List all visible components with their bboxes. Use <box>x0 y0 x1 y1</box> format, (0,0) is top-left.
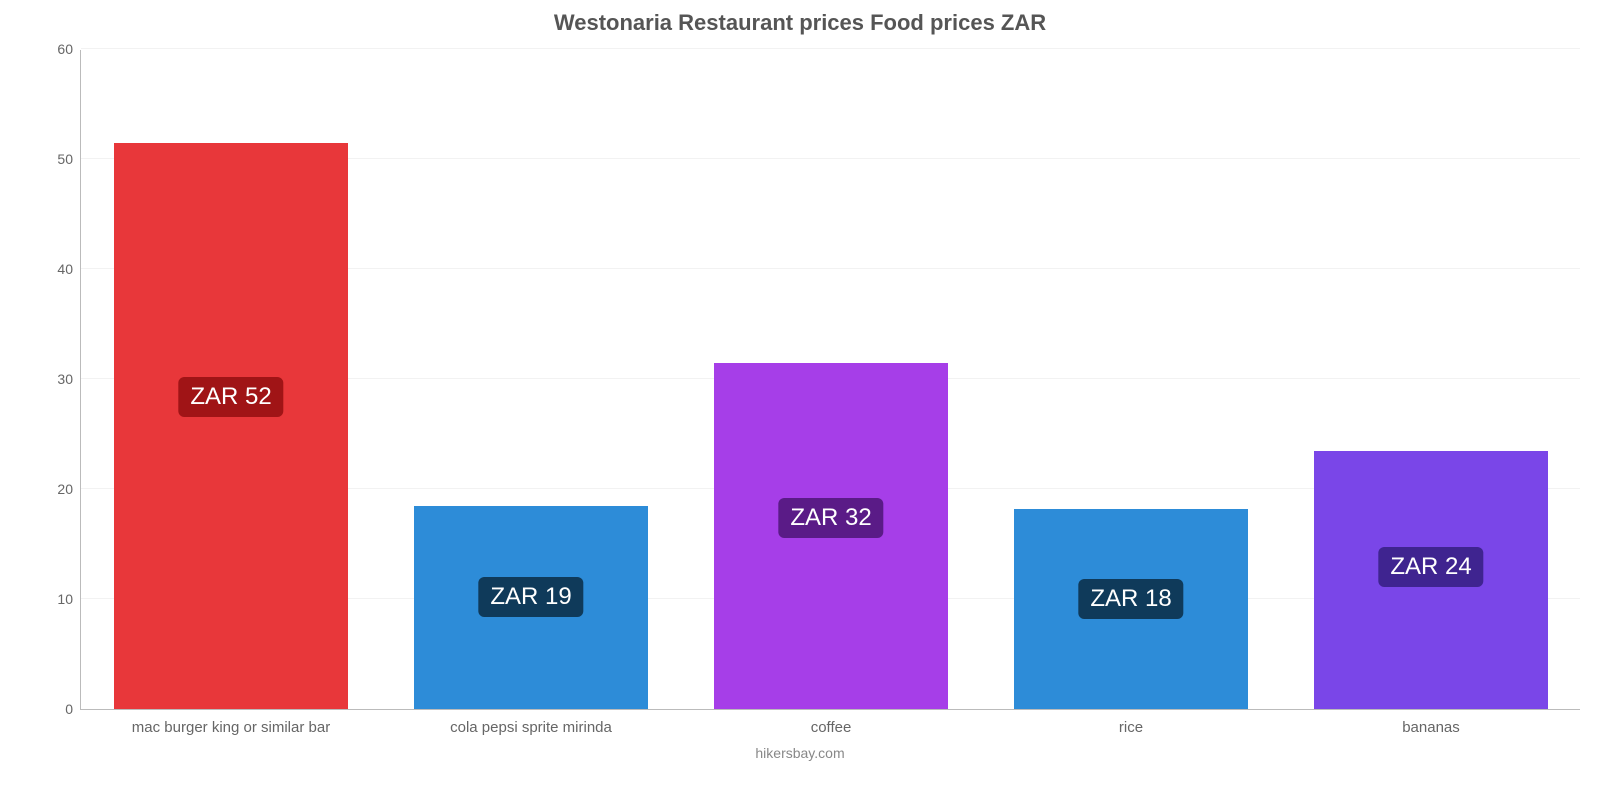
attribution-text: hikersbay.com <box>755 745 844 761</box>
plot-area: 0102030405060mac burger king or similar … <box>80 50 1580 710</box>
bar <box>114 143 348 710</box>
y-tick-label: 60 <box>41 41 73 57</box>
x-tick-label: bananas <box>1281 719 1581 736</box>
data-label: ZAR 52 <box>178 377 283 417</box>
data-label: ZAR 19 <box>478 577 583 617</box>
y-tick-label: 40 <box>41 261 73 277</box>
data-label: ZAR 24 <box>1378 547 1483 587</box>
chart-title: Westonaria Restaurant prices Food prices… <box>0 10 1600 36</box>
x-tick-label: coffee <box>681 719 981 736</box>
chart-container: Westonaria Restaurant prices Food prices… <box>0 0 1600 800</box>
y-tick-label: 0 <box>41 701 73 717</box>
x-tick-label: rice <box>981 719 1281 736</box>
y-tick-label: 30 <box>41 371 73 387</box>
y-tick-label: 20 <box>41 481 73 497</box>
y-tick-label: 10 <box>41 591 73 607</box>
data-label: ZAR 32 <box>778 498 883 538</box>
y-tick-label: 50 <box>41 151 73 167</box>
x-tick-label: mac burger king or similar bar <box>81 719 381 736</box>
x-tick-label: cola pepsi sprite mirinda <box>381 719 681 736</box>
data-label: ZAR 18 <box>1078 579 1183 619</box>
gridline <box>81 48 1580 49</box>
